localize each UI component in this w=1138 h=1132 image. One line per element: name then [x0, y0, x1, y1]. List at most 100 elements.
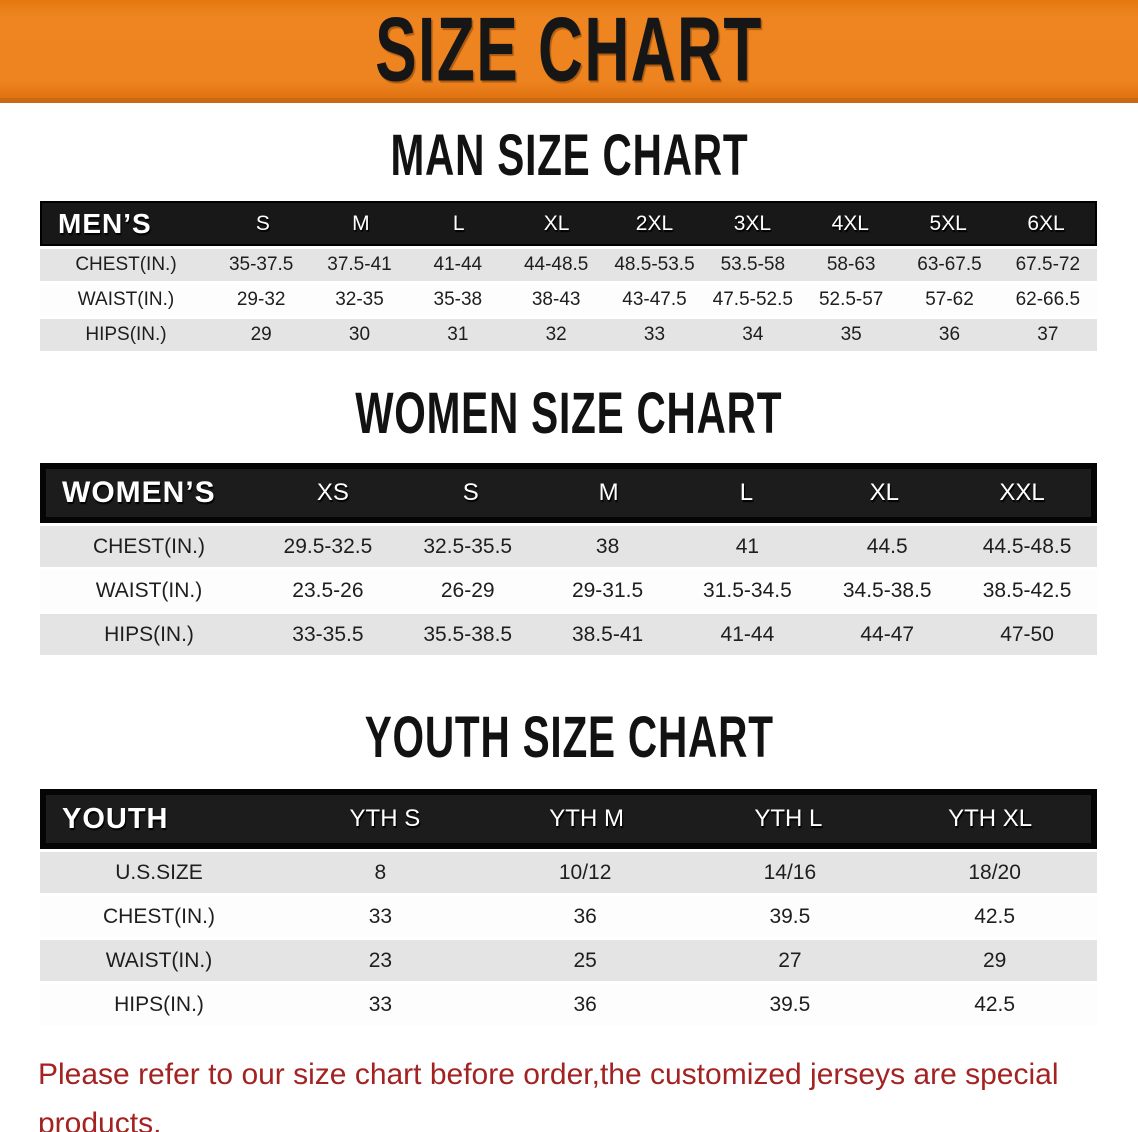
size-value-cell: 36 — [573, 904, 597, 928]
size-value-cell: 52.5-57 — [818, 289, 884, 310]
size-value-cell: 44.5-48.5 — [982, 534, 1072, 558]
table-row: U.S.SIZE 8 10/12 14/16 18/20 — [40, 852, 1097, 893]
size-column-header: M — [352, 211, 370, 235]
size-value-cell: 37 — [1037, 324, 1059, 345]
size-value-cell: 35 — [840, 324, 862, 345]
disclaimer-note: Please refer to our size chart before or… — [38, 1050, 1120, 1132]
size-value-cell: 44-48.5 — [523, 254, 589, 275]
table-title-cell: YOUTH — [62, 802, 169, 835]
size-value-cell: 62-66.5 — [1015, 289, 1081, 310]
size-column-header: 5XL — [929, 211, 967, 235]
size-value-cell: 34 — [742, 324, 764, 345]
size-column-header: S — [255, 211, 270, 235]
table-row: WAIST(IN.) 29-32 32-35 35-38 38-43 43-47.5 47.… — [40, 284, 1097, 316]
row-label: CHEST(IN.) — [93, 534, 205, 558]
size-table: YOUTH YTH S YTH M YTH L YTH XL U.S.SIZE 8 10/12… — [40, 789, 1097, 1025]
size-value-cell: 10/12 — [558, 860, 612, 884]
size-value-cell: 36 — [573, 992, 597, 1016]
size-value-cell: 29 — [250, 324, 272, 345]
size-table: WOMEN’S XS S M L XL XXL CHEST(IN.) 29.5-32.5 32.5… — [40, 463, 1097, 655]
size-column-header: XL — [869, 479, 899, 506]
size-chart-sections: MAN SIZE CHART MEN’S S M L XL 2XL 3XL 4XL 5XL 6XL C… — [0, 103, 1138, 1025]
size-value-cell: 23.5-26 — [292, 578, 364, 602]
row-label: WAIST(IN.) — [77, 289, 175, 310]
table-title-cell: WOMEN’S — [62, 476, 216, 509]
size-column-header: XXL — [999, 479, 1045, 506]
size-column-header: 3XL — [733, 211, 772, 235]
section-heading-text: YOUTH SIZE CHART — [364, 705, 774, 771]
size-chart-banner: SIZE CHART — [0, 0, 1138, 103]
size-value-cell: 37.5-41 — [327, 254, 392, 275]
table-row: CHEST(IN.) 35-37.5 37.5-41 41-44 44-48.5 48.5… — [40, 249, 1097, 281]
size-column-header: YTH S — [349, 805, 421, 832]
row-label: CHEST(IN.) — [75, 254, 177, 275]
size-value-cell: 39.5 — [769, 992, 811, 1016]
size-value-cell: 33 — [643, 324, 666, 345]
size-chart-section: MAN SIZE CHART MEN’S S M L XL 2XL 3XL 4XL 5XL 6XL C… — [0, 103, 1138, 351]
size-value-cell: 47.5-52.5 — [712, 289, 793, 310]
table-row: CHEST(IN.) 29.5-32.5 32.5-35.5 38 41 44.5 44.5… — [40, 526, 1097, 567]
size-value-cell: 32-35 — [335, 289, 384, 310]
size-value-cell: 67.5-72 — [1015, 254, 1081, 275]
size-value-cell: 31.5-34.5 — [703, 578, 792, 602]
table-row: WAIST(IN.) 23 25 27 29 — [40, 940, 1097, 981]
size-value-cell: 35-37.5 — [228, 254, 294, 275]
row-label: CHEST(IN.) — [103, 904, 215, 928]
table-row: HIPS(IN.) 29 30 31 32 33 34 35 36 37 — [40, 319, 1097, 351]
size-value-cell: 26-29 — [440, 578, 495, 602]
size-value-cell: 18/20 — [968, 860, 1021, 884]
section-heading: WOMEN SIZE CHART — [0, 351, 1138, 463]
size-value-cell: 29.5-32.5 — [283, 534, 373, 558]
table-header-row: MEN’S S M L XL 2XL 3XL 4XL 5XL 6XL — [40, 201, 1097, 246]
size-value-cell: 41 — [735, 534, 760, 558]
size-value-cell: 33 — [368, 904, 393, 928]
size-value-cell: 57-62 — [925, 289, 974, 310]
size-column-header: M — [598, 479, 619, 506]
size-value-cell: 43-47.5 — [622, 289, 687, 310]
size-column-header: S — [462, 479, 479, 506]
size-value-cell: 63-67.5 — [917, 254, 982, 275]
row-label: HIPS(IN.) — [85, 324, 167, 345]
size-value-cell: 32 — [545, 324, 567, 345]
table-row: HIPS(IN.) 33-35.5 35.5-38.5 38.5-41 41-44 44-… — [40, 614, 1097, 655]
row-label: HIPS(IN.) — [104, 622, 194, 646]
row-label: U.S.SIZE — [115, 860, 203, 884]
section-heading: MAN SIZE CHART — [0, 103, 1138, 201]
size-value-cell: 42.5 — [974, 992, 1016, 1016]
table-row: HIPS(IN.) 33 36 39.5 42.5 — [40, 984, 1097, 1025]
row-label: WAIST(IN.) — [105, 948, 213, 972]
size-column-header: 4XL — [831, 211, 869, 235]
size-value-cell: 8 — [374, 860, 387, 884]
size-column-header: YTH XL — [948, 805, 1033, 832]
size-column-header: 6XL — [1027, 211, 1065, 235]
row-label: WAIST(IN.) — [95, 578, 203, 602]
size-value-cell: 14/16 — [763, 860, 817, 884]
table-header-row: WOMEN’S XS S M L XL XXL — [40, 463, 1097, 523]
size-value-cell: 58-63 — [826, 254, 876, 275]
size-value-cell: 48.5-53.5 — [614, 254, 695, 275]
size-value-cell: 27 — [778, 948, 802, 972]
table-row: CHEST(IN.) 33 36 39.5 42.5 — [40, 896, 1097, 937]
size-column-header: XS — [316, 479, 349, 506]
size-value-cell: 38.5-41 — [571, 622, 644, 646]
table-header-row: YOUTH YTH S YTH M YTH L YTH XL — [40, 789, 1097, 849]
size-value-cell: 41-44 — [433, 254, 483, 275]
size-value-cell: 33-35.5 — [292, 622, 364, 646]
section-heading-text: MAN SIZE CHART — [390, 123, 748, 189]
size-value-cell: 29-31.5 — [571, 578, 644, 602]
size-column-header: YTH M — [549, 805, 624, 832]
size-value-cell: 41-44 — [720, 622, 775, 646]
size-value-cell: 38.5-42.5 — [982, 578, 1072, 602]
size-value-cell: 44.5 — [866, 534, 908, 558]
table-row: WAIST(IN.) 23.5-26 26-29 29-31.5 31.5-34.5 34… — [40, 570, 1097, 611]
size-chart-section: YOUTH SIZE CHART YOUTH YTH S YTH M YTH L YTH … — [0, 655, 1138, 1025]
size-value-cell: 39.5 — [769, 904, 811, 928]
section-heading-text: WOMEN SIZE CHART — [355, 381, 783, 447]
size-column-header: L — [452, 211, 465, 235]
size-value-cell: 36 — [938, 324, 961, 345]
size-value-cell: 34.5-38.5 — [842, 578, 932, 602]
size-value-cell: 42.5 — [974, 904, 1016, 928]
table-title-cell: MEN’S — [58, 207, 152, 239]
size-value-cell: 38-43 — [531, 289, 581, 310]
